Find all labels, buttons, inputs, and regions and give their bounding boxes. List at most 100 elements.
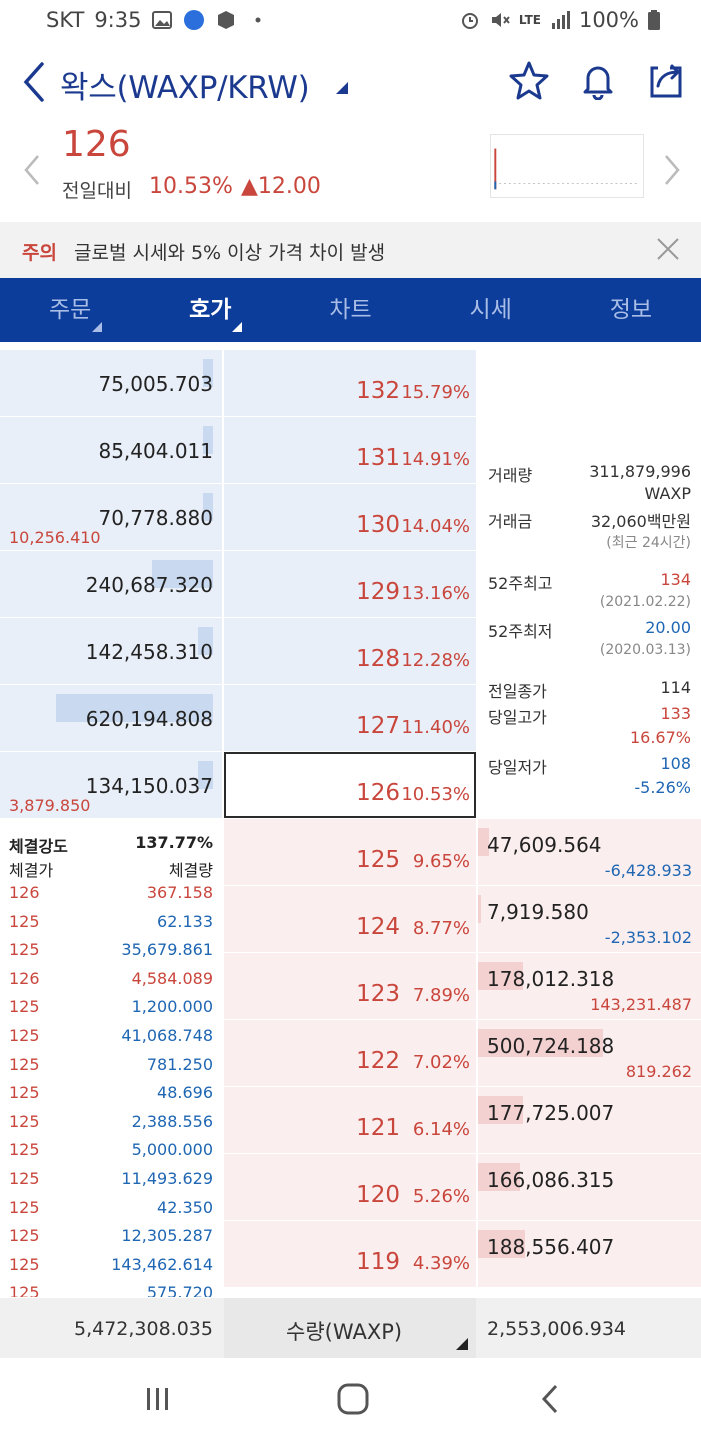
bid-row[interactable]: 122 7.02% 500,724.188 819.262	[0, 1020, 701, 1087]
market-title[interactable]: 왁스(WAXP/KRW)	[60, 70, 310, 106]
prev-market-arrow-icon[interactable]	[20, 152, 44, 188]
high52-value: 134	[660, 570, 691, 589]
tab-info[interactable]: 정보	[609, 297, 653, 323]
ask-qty-cell[interactable]: 70,778.880 10,256.410	[0, 484, 222, 550]
ask-price: 130	[356, 512, 400, 538]
bid-qty-cell[interactable]: 7,919.580 -2,353.102	[478, 886, 701, 952]
ask-price-cell[interactable]: 131 14.91%	[224, 417, 476, 483]
ask-qty-cell[interactable]: 142,458.310	[0, 618, 222, 684]
ask-qty-cell[interactable]: 75,005.703	[0, 350, 222, 416]
bid-price: 125	[356, 847, 400, 873]
strength-value: 137.77%	[135, 833, 213, 852]
ask-row[interactable]: 85,404.011 131 14.91%	[0, 417, 701, 484]
strength-label: 체결강도	[9, 837, 68, 856]
bid-qty-change: 819.262	[625, 1062, 692, 1081]
change-amount: ▲12.00	[241, 174, 321, 199]
bid-qty: 7,919.580	[487, 900, 589, 924]
ask-row[interactable]: 75,005.703 132 15.79%	[0, 350, 701, 417]
ask-price-cell[interactable]: 126 10.53%	[224, 752, 476, 818]
trade-price: 125	[9, 940, 40, 960]
ask-price-cell[interactable]: 128 12.28%	[224, 618, 476, 684]
ask-row[interactable]: 620,194.808 127 11.40%	[0, 685, 701, 752]
tab-chart[interactable]: 차트	[329, 297, 372, 323]
close-icon[interactable]	[655, 236, 681, 262]
notification-bell-icon[interactable]	[578, 60, 618, 100]
ask-row[interactable]: 70,778.880 10,256.410 130 14.04%	[0, 484, 701, 551]
ask-price-cell[interactable]: 132 15.79%	[224, 350, 476, 416]
bid-qty: 500,724.188	[487, 1034, 615, 1058]
warning-tag: 주의	[22, 242, 57, 264]
unit-dropdown-caret[interactable]	[456, 1338, 468, 1350]
trade-row: 125 11,493.629	[9, 1169, 213, 1197]
bid-qty-cell[interactable]: 166,086.315	[478, 1154, 701, 1220]
market-dropdown-caret[interactable]	[336, 82, 348, 94]
trade-price: 125	[9, 1254, 40, 1274]
bid-row[interactable]: 121 6.14% 177,725.007	[0, 1087, 701, 1154]
trade-qty: 4,584.089	[131, 968, 213, 988]
back-arrow-icon[interactable]	[18, 60, 48, 104]
clock: 9:35	[94, 8, 142, 32]
trade-price: 125	[9, 1111, 40, 1131]
status-bar: SKT 9:35 LTE 100%	[0, 0, 701, 42]
mini-price-chart[interactable]	[490, 134, 644, 198]
recent-apps-icon[interactable]	[143, 1384, 173, 1414]
trade-price: 125	[9, 1197, 40, 1217]
bid-row[interactable]: 124 8.77% 7,919.580 -2,353.102	[0, 886, 701, 953]
bid-price-cell[interactable]: 123 7.89%	[224, 953, 476, 1019]
ask-row[interactable]: 240,687.320 129 13.16%	[0, 551, 701, 618]
tab-orderbook[interactable]: 호가	[140, 278, 280, 342]
recent-trades-panel: 체결강도 137.77% 체결가 체결량 126 367.158 125 62.133…	[0, 819, 222, 1297]
bid-row[interactable]: 125 9.65% 47,609.564 -6,428.933	[0, 819, 701, 886]
bid-qty-cell[interactable]: 188,556.407	[478, 1221, 701, 1287]
bid-qty-cell[interactable]: 47,609.564 -6,428.933	[478, 819, 701, 885]
trade-row: 126 4,584.089	[9, 969, 213, 997]
ask-price-cell[interactable]: 127 11.40%	[224, 685, 476, 751]
unit-selector[interactable]: 수량(WAXP)	[224, 1298, 476, 1358]
ask-qty-cell[interactable]: 240,687.320	[0, 551, 222, 617]
bid-price-cell[interactable]: 120 5.26%	[224, 1154, 476, 1220]
ask-price-cell[interactable]: 130 14.04%	[224, 484, 476, 550]
ask-row[interactable]: 142,458.310 128 12.28%	[0, 618, 701, 685]
back-nav-icon[interactable]	[536, 1382, 566, 1416]
bid-row[interactable]: 123 7.89% 178,012.318 143,231.487	[0, 953, 701, 1020]
bid-price-cell[interactable]: 124 8.77%	[224, 886, 476, 952]
ask-price: 132	[356, 378, 400, 404]
day-low-value: 108	[660, 754, 691, 773]
bid-price-cell[interactable]: 122 7.02%	[224, 1020, 476, 1086]
orderbook: 거래량 311,879,996 WAXP 거래금 32,060백만원 (최근 24시…	[0, 342, 701, 1298]
bid-row[interactable]: 120 5.26% 166,086.315	[0, 1154, 701, 1221]
bid-qty-cell[interactable]: 500,724.188 819.262	[478, 1020, 701, 1086]
tab-trades[interactable]: 시세	[469, 297, 512, 323]
low52-label: 52주최저	[488, 622, 553, 641]
next-market-arrow-icon[interactable]	[660, 152, 684, 188]
bid-depth-bar	[478, 828, 489, 856]
favorite-star-icon[interactable]	[509, 60, 549, 100]
bid-price-cell[interactable]: 125 9.65%	[224, 819, 476, 885]
bid-price-cell[interactable]: 121 6.14%	[224, 1087, 476, 1153]
bid-price-cell[interactable]: 119 4.39%	[224, 1221, 476, 1287]
trade-row: 125 575.720	[9, 1283, 213, 1297]
low52-date: (2020.03.13)	[599, 642, 691, 658]
ask-price-cell[interactable]: 129 13.16%	[224, 551, 476, 617]
ask-depth-bar	[151, 560, 213, 588]
ask-row[interactable]: 134,150.037 3,879.850 126 10.53%	[0, 752, 701, 819]
bid-price-pct: 5.26%	[412, 1186, 470, 1207]
trade-qty: 367.158	[146, 883, 213, 902]
bid-qty-change: -6,428.933	[604, 861, 692, 880]
bid-row[interactable]: 119 4.39% 188,556.407	[0, 1221, 701, 1288]
ask-qty-cell[interactable]: 85,404.011	[0, 417, 222, 483]
day-low-label: 당일저가	[488, 758, 547, 777]
trade-qty: 1,200.000	[131, 997, 213, 1017]
bid-price-pct: 7.02%	[412, 1052, 470, 1073]
trade-price-header: 체결가	[9, 861, 54, 880]
home-icon[interactable]	[336, 1382, 370, 1416]
carrier-label: SKT	[46, 8, 85, 32]
ask-qty-cell[interactable]: 134,150.037 3,879.850	[0, 752, 222, 818]
ask-qty-cell[interactable]: 620,194.808	[0, 685, 222, 751]
share-icon[interactable]	[646, 60, 686, 100]
ask-qty: 70,778.880	[98, 506, 213, 530]
bid-qty-cell[interactable]: 178,012.318 143,231.487	[478, 953, 701, 1019]
volume-value: 311,879,996	[589, 462, 691, 481]
tab-order[interactable]: 주문	[0, 278, 140, 342]
bid-qty-cell[interactable]: 177,725.007	[478, 1087, 701, 1153]
